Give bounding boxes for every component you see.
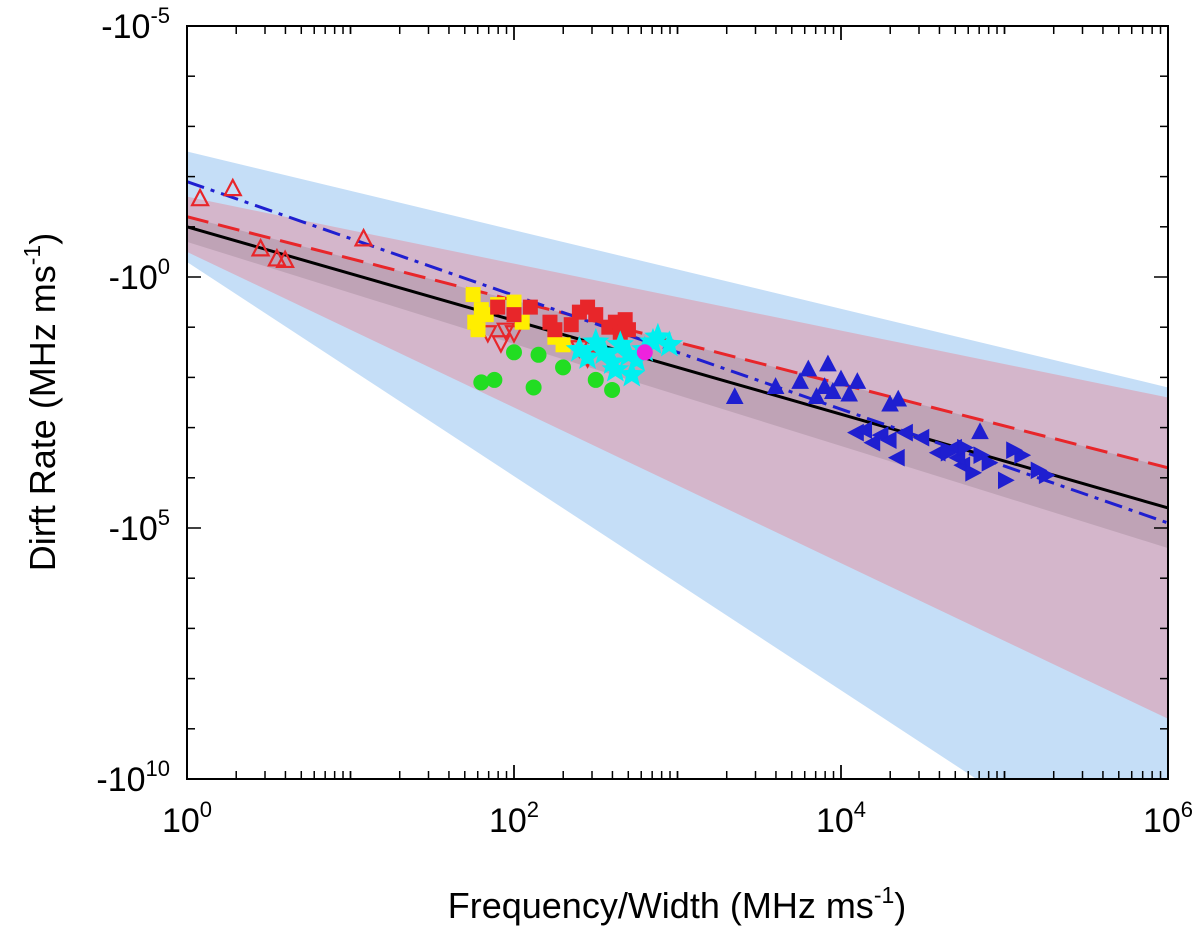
red-dashed-fit (187, 215, 1168, 470)
confidence-bands (187, 151, 1168, 779)
green-circles-point (587, 371, 604, 388)
blue-right-triangles-point (998, 471, 1015, 490)
red-open-inverted-triangles-point (491, 335, 511, 354)
y-tick-label: -1010 (96, 756, 170, 799)
blue-filled-triangles-point (819, 354, 837, 372)
green-circles-point (506, 344, 522, 361)
red-open-triangles-point (190, 187, 210, 207)
blue-filled-triangles-point (815, 377, 834, 394)
blue-left-triangles-point (912, 428, 930, 447)
x-tick-label: 100 (162, 797, 212, 840)
blue-left-triangles-point (863, 433, 881, 452)
yellow-squares-point (506, 294, 522, 310)
red-filled-squares-point (547, 322, 563, 338)
blue-filled-triangles-point (840, 384, 859, 402)
blue-left-triangles-point (879, 431, 897, 449)
yellow-squares-point (555, 337, 571, 353)
yellow-squares-point (478, 307, 494, 323)
red-open-triangles (190, 177, 374, 269)
yellow-squares (465, 287, 571, 353)
green-circles-point (473, 374, 490, 391)
blue-right-triangles-point (965, 463, 983, 482)
green-circles-point (525, 379, 542, 396)
x-axis-title: Frequency/Width (MHz ms-1) (448, 882, 907, 926)
blue-left-triangles-point (855, 421, 873, 439)
y-tick-label: -100 (109, 254, 170, 297)
red-open-triangles-point (353, 227, 374, 247)
y-axis-title: Dirft Rate (MHz ms-1) (19, 233, 63, 571)
cyan-stars-point (644, 322, 672, 349)
red-open-inverted-triangles-point (496, 322, 516, 342)
blue-right-triangles-point (957, 438, 974, 457)
blue-filled-triangles-point (725, 387, 744, 404)
green-circles (473, 344, 621, 398)
inner-band (187, 216, 1168, 549)
red-open-triangles-point (222, 177, 243, 197)
y-axis-title-group: Dirft Rate (MHz ms-1) (19, 233, 63, 571)
red-filled-squares-point (522, 299, 538, 315)
magenta-circle-point (636, 344, 653, 361)
blue-right-triangles-point (981, 453, 999, 472)
x-tick-label: 102 (489, 797, 539, 840)
red-filled-squares-point (563, 317, 579, 333)
blue-left-triangles-point (887, 448, 905, 467)
green-circles-point (555, 359, 572, 376)
blue-filled-triangles-point (807, 387, 826, 404)
red-filled-squares (490, 299, 636, 340)
green-circles-point (486, 371, 503, 388)
x-tick-label: 104 (816, 797, 866, 840)
tick-labels: 100 102 104 106 -10-5 -100 -105 -1010 (96, 3, 1193, 840)
data-markers (190, 177, 1056, 490)
cyan-stars-point (601, 355, 630, 382)
x-tick-label: 106 (1143, 797, 1193, 840)
green-circles-point (530, 346, 547, 363)
blue-filled-triangles-point (791, 372, 809, 389)
red-filled-squares-point (588, 307, 604, 323)
red-filled-squares-point (490, 299, 506, 315)
blue-right-triangles-point (1038, 466, 1056, 485)
blue-filled-triangles-point (766, 377, 785, 394)
blue-dashdot-fit (187, 180, 1168, 525)
blue-right-triangles-point (1006, 441, 1023, 460)
blue-filled-triangles-point (889, 389, 908, 407)
blue-filled-triangles (725, 354, 989, 440)
blue-right-triangles-point (940, 443, 958, 462)
yellow-squares-point (465, 287, 481, 303)
cyan-stars-point (655, 330, 684, 357)
red-filled-squares-point (506, 307, 522, 323)
blue-right-triangles-point (1030, 461, 1048, 480)
blue-filled-triangles-point (799, 359, 818, 377)
y-tick-label: -105 (109, 505, 170, 548)
cyan-stars-point (618, 360, 646, 387)
blue-filled-triangles-point (823, 382, 842, 399)
blue-filled-triangles-point (971, 422, 989, 440)
axis-ticks (186, 25, 1169, 780)
fit-lines (187, 180, 1168, 525)
magenta-circle (636, 344, 653, 361)
y-tick-label: -10-5 (101, 3, 170, 46)
red-open-inverted-triangles-point (504, 325, 524, 344)
blue-right-triangles (940, 438, 1056, 490)
blue-filled-triangles-point (848, 372, 867, 389)
fit-interval-band (187, 196, 1168, 719)
yellow-squares-point (467, 314, 483, 330)
red-filled-squares-point (617, 312, 633, 328)
blue-right-triangles-point (973, 446, 991, 465)
red-open-triangles-point (250, 237, 271, 257)
green-circles-point (604, 381, 621, 398)
blue-filled-triangles-point (832, 369, 850, 387)
red-open-triangles-point (275, 249, 295, 269)
black-solid-fit (187, 225, 1168, 510)
blue-left-triangles-point (896, 423, 913, 442)
